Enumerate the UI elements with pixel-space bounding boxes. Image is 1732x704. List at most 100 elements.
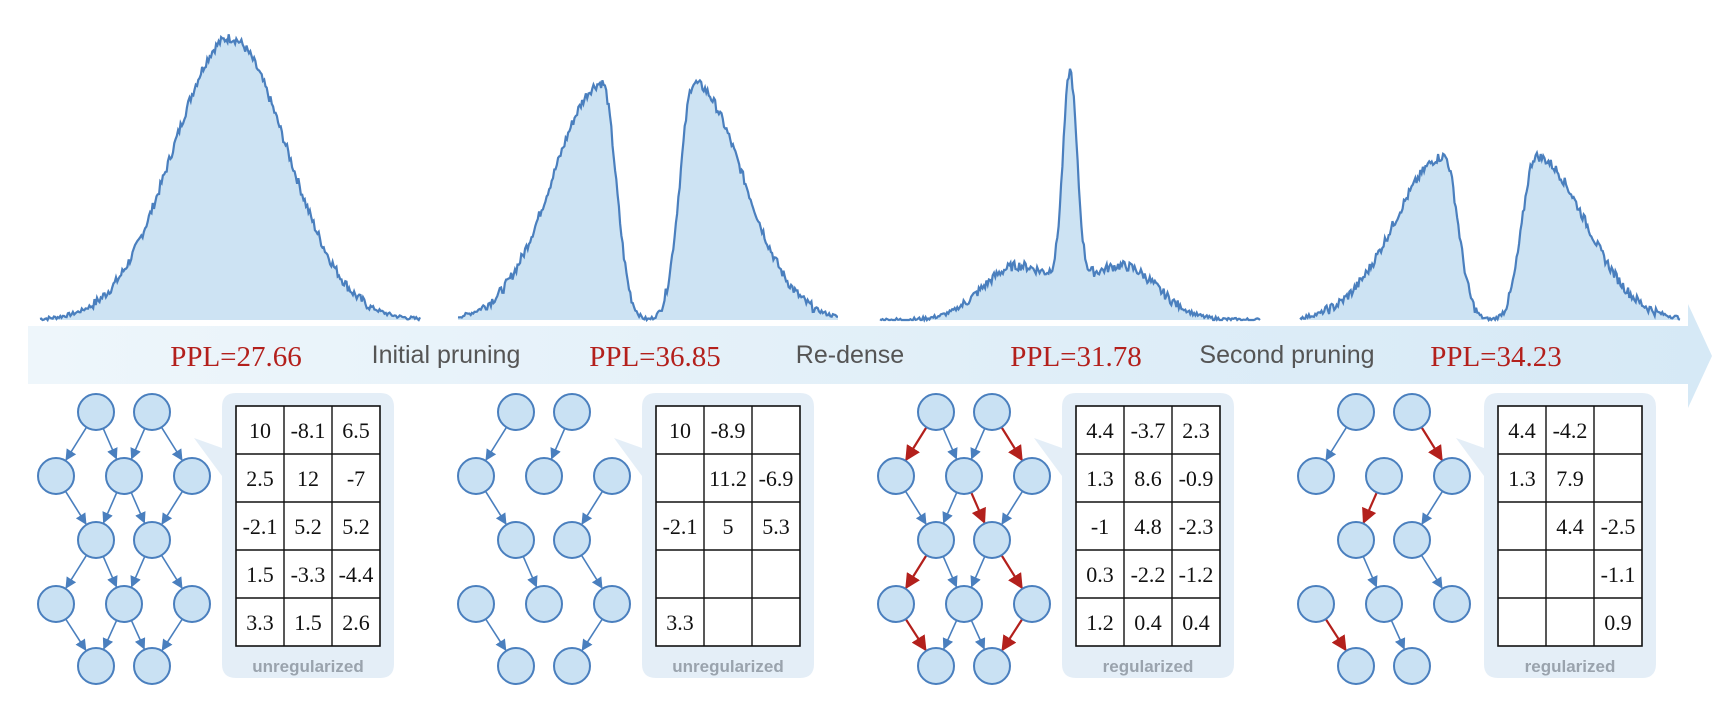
network-edge xyxy=(65,554,88,589)
network-node xyxy=(917,647,955,685)
matrix-cell: 2.5 xyxy=(246,466,274,491)
network-edge xyxy=(160,554,183,589)
network-edge xyxy=(130,620,146,650)
network-node xyxy=(1297,457,1335,495)
network-3 xyxy=(877,393,1051,685)
progress-banner-arrow xyxy=(28,304,1712,408)
network-edge-highlighted xyxy=(905,426,928,462)
matrix-grid xyxy=(1497,405,1643,647)
network-edge-highlighted xyxy=(905,554,928,590)
matrix-cell: 3.3 xyxy=(246,610,274,635)
matrix-grid xyxy=(1075,405,1221,647)
network-node xyxy=(1365,457,1403,495)
matrix-cell: -8.1 xyxy=(291,418,326,443)
network-edge-highlighted xyxy=(970,492,986,525)
matrix-cell: 1.5 xyxy=(246,562,274,587)
network-edge xyxy=(65,618,87,651)
network-node xyxy=(497,647,535,685)
network-1 xyxy=(37,393,211,685)
network-edge xyxy=(160,426,183,461)
matrix-cell: -6.9 xyxy=(759,466,794,491)
network-edge-highlighted xyxy=(1420,426,1443,462)
matrix-cell: -8.9 xyxy=(711,418,746,443)
matrix-cell: 5.3 xyxy=(762,514,790,539)
network-node xyxy=(1297,585,1335,623)
network-edge xyxy=(1390,620,1406,650)
matrix-cell: 4.4 xyxy=(1556,514,1584,539)
matrix-cell: -2.1 xyxy=(243,514,278,539)
matrix-cell: -2.3 xyxy=(1179,514,1214,539)
network-edge xyxy=(581,618,603,651)
network-edge xyxy=(130,492,146,524)
network-edge xyxy=(130,556,146,588)
network-edge xyxy=(970,620,986,650)
network-edge xyxy=(1001,490,1024,525)
matrix-callout-3: 4.4 -3.7 2.3 1.3 8.6 -0.9 -1 4.8 -2.3 0.3 -2.2 -1.2… xyxy=(1034,393,1234,678)
network-node xyxy=(877,457,915,495)
network-node xyxy=(877,585,915,623)
matrix-cell: 1.5 xyxy=(294,610,322,635)
matrix-cell: -2.5 xyxy=(1601,514,1636,539)
matrix-callout-2: 10 -8.9 11.2 -6.9 -2.1 5 5.3 3.3 unregularized xyxy=(614,393,814,678)
network-node xyxy=(1393,521,1431,559)
network-edge xyxy=(970,556,986,588)
network-edge xyxy=(161,618,183,651)
network-edge xyxy=(550,428,566,460)
network-edge xyxy=(102,492,118,524)
network-edge-highlighted xyxy=(1000,554,1023,590)
network-edge xyxy=(65,426,88,461)
matrix-caption: regularized xyxy=(1525,657,1616,676)
matrix-cell: 6.5 xyxy=(342,418,370,443)
network-edge xyxy=(942,620,958,650)
network-edge xyxy=(485,618,507,651)
network-node xyxy=(593,585,631,623)
network-edge xyxy=(102,556,118,588)
network-node xyxy=(77,647,115,685)
network-edge xyxy=(64,490,87,525)
network-edge xyxy=(1420,554,1443,589)
matrix-cell: 5.2 xyxy=(342,514,370,539)
matrix-cell: 2.3 xyxy=(1182,418,1210,443)
network-node xyxy=(945,457,983,495)
network-edge xyxy=(970,428,986,460)
matrix-grid xyxy=(655,405,801,647)
network-node xyxy=(37,457,75,495)
banner-text: PPL=27.66 PPL=36.85 PPL=31.78 PPL=34.23 Init… xyxy=(170,341,1562,373)
network-node xyxy=(525,585,563,623)
matrix-caption: regularized xyxy=(1103,657,1194,676)
matrix-cell: 7.9 xyxy=(1556,466,1584,491)
network-node xyxy=(457,585,495,623)
network-node xyxy=(973,647,1011,685)
network-node xyxy=(1393,647,1431,685)
network-4 xyxy=(1297,393,1471,685)
matrix-cell: 11.2 xyxy=(709,466,747,491)
matrix-cell: -0.9 xyxy=(1179,466,1214,491)
network-edge xyxy=(942,556,958,588)
matrix-cell: -3.3 xyxy=(291,562,326,587)
network-node xyxy=(1433,457,1471,495)
weight-matrices: 10 -8.1 6.5 2.5 12 -7 -2.1 5.2 5.2 1.5 -3.3 -4.4 3.3… xyxy=(194,393,1656,678)
network-node xyxy=(133,521,171,559)
matrix-cell: 4.8 xyxy=(1134,514,1162,539)
matrix-cell: -4.4 xyxy=(339,562,374,587)
network-node xyxy=(497,521,535,559)
network-edge xyxy=(1362,556,1378,588)
network-node xyxy=(593,457,631,495)
matrix-cell: 0.4 xyxy=(1134,610,1162,635)
network-node xyxy=(133,393,171,431)
matrix-cell: 12 xyxy=(297,466,319,491)
network-edge xyxy=(484,490,507,525)
network-node xyxy=(173,585,211,623)
network-node xyxy=(1365,585,1403,623)
network-node xyxy=(1393,393,1431,431)
networks xyxy=(37,393,1471,685)
network-node xyxy=(1337,647,1375,685)
network-node xyxy=(553,521,591,559)
distribution-area-1 xyxy=(40,34,420,321)
network-2 xyxy=(457,393,631,685)
matrix-cell: -4.2 xyxy=(1553,418,1588,443)
network-node xyxy=(1337,521,1375,559)
network-node xyxy=(917,393,955,431)
transition-label-1: Initial pruning xyxy=(372,341,521,369)
matrix-grid xyxy=(235,405,381,647)
